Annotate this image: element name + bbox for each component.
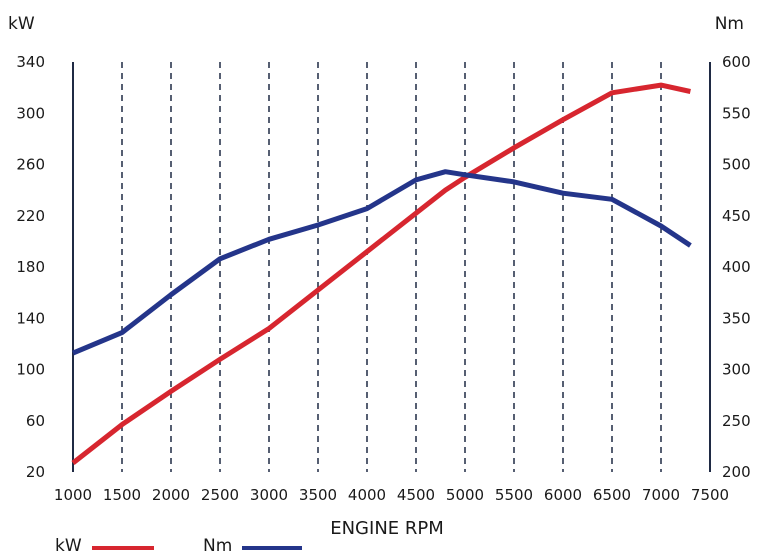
right-tick-label-550: 550 [722,104,751,122]
left-tick-label-20: 20 [26,463,45,481]
right-tick-label-250: 250 [722,412,751,430]
x-tick-label-6000: 6000 [544,486,582,504]
x-tick-label-5000: 5000 [446,486,484,504]
axes [72,62,711,472]
x-tick-label-7000: 7000 [642,486,680,504]
tick-labels: 1000 1500 2000 2500 3000 3500 4000 4500 5000 5500… [16,53,750,504]
right-tick-label-200: 200 [722,463,751,481]
right-tick-label-600: 600 [722,53,751,71]
x-tick-label-3000: 3000 [250,486,288,504]
x-tick-label-4000: 4000 [348,486,386,504]
x-tick-label-7500: 7500 [691,486,729,504]
right-axis-unit: Nm [715,14,744,34]
left-tick-label-100: 100 [16,361,45,379]
left-tick-label-340: 340 [16,53,45,71]
plot-series [71,82,692,465]
left-tick-label-260: 260 [16,156,45,174]
x-tick-label-1500: 1500 [103,486,141,504]
right-tick-label-400: 400 [722,258,751,276]
left-tick-label-220: 220 [16,207,45,225]
x-tick-label-1000: 1000 [54,486,92,504]
x-tick-label-4500: 4500 [397,486,435,504]
vertical-gridlines [121,62,662,472]
series-line-nm [72,169,692,356]
series-line-kw [71,82,691,465]
legend: kW Nm [55,536,302,555]
right-tick-label-350: 350 [722,309,751,327]
left-tick-label-300: 300 [16,104,45,122]
left-tick-label-180: 180 [16,258,45,276]
x-tick-label-3500: 3500 [299,486,337,504]
legend-label-nm: Nm [203,536,232,555]
left-tick-label-60: 60 [26,412,45,430]
x-tick-label-6500: 6500 [593,486,631,504]
right-tick-label-500: 500 [722,156,751,174]
x-tick-label-2000: 2000 [152,486,190,504]
left-axis-unit: kW [8,14,35,34]
left-tick-label-140: 140 [16,309,45,327]
right-tick-label-300: 300 [722,361,751,379]
x-axis-title: ENGINE RPM [330,518,444,539]
right-tick-label-450: 450 [722,207,751,225]
x-tick-label-5500: 5500 [495,486,533,504]
legend-label-kw: kW [55,536,82,555]
x-tick-label-2500: 2500 [201,486,239,504]
